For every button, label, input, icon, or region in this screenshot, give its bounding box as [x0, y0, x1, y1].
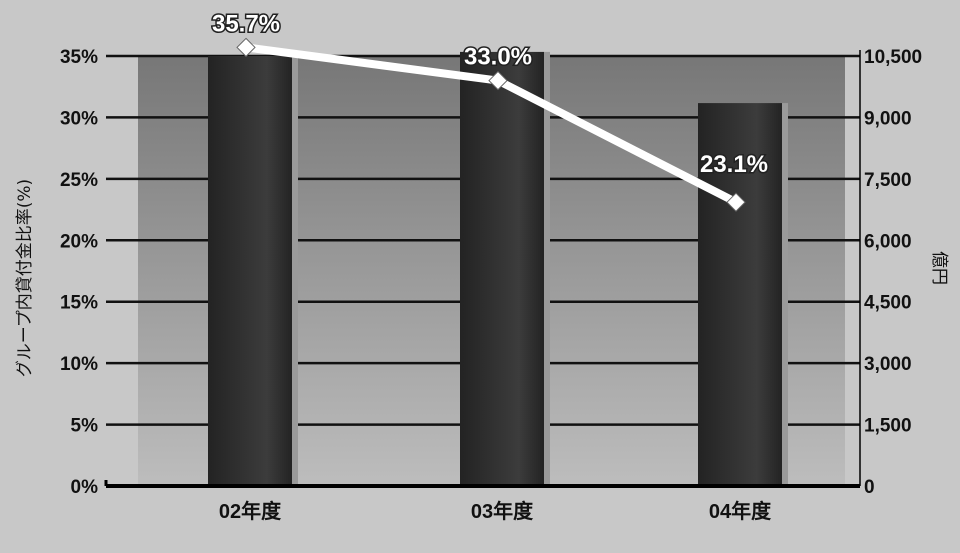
bar-side — [292, 56, 298, 486]
right-tick-label: 7,500 — [864, 170, 912, 191]
left-axis-title: グループ内貸付金比率(%) — [15, 179, 35, 377]
data-label: 35.7% — [212, 10, 280, 37]
right-axis-title: 億円 — [929, 251, 949, 285]
data-label: 23.1% — [700, 151, 768, 178]
line-marker — [488, 70, 508, 91]
right-tick-label: 4,500 — [864, 293, 912, 314]
line-marker — [236, 37, 256, 58]
left-tick-label: 5% — [71, 416, 99, 437]
bar — [208, 56, 292, 486]
right-tick-label: 6,000 — [864, 231, 912, 252]
data-labels: 35.7% 33.0% 23.1% — [210, 9, 769, 180]
left-tick-label: 10% — [60, 354, 98, 375]
category-label: 04年度 — [709, 499, 772, 523]
left-tick-label: 35% — [60, 47, 98, 68]
category-label: 02年度 — [219, 499, 282, 523]
right-tick-label: 1,500 — [864, 416, 912, 437]
bar — [460, 51, 544, 487]
left-tick-label: 25% — [60, 170, 98, 191]
bar-side — [544, 51, 550, 487]
bar-series — [208, 51, 788, 487]
line-series — [236, 37, 746, 212]
axes: 0% 0 5% 1,500 10% 3,000 15% 4,500 20% 6,000 25% 7,5… — [60, 47, 922, 523]
category-label: 03年度 — [471, 499, 534, 523]
left-tick-label: 30% — [60, 108, 98, 129]
left-tick-label: 15% — [60, 293, 98, 314]
right-tick-label: 0 — [864, 477, 875, 498]
bar — [698, 103, 782, 486]
bar-side — [782, 103, 788, 486]
right-tick-label: 3,000 — [864, 354, 912, 375]
right-tick-label: 10,500 — [864, 47, 922, 68]
left-tick-label: 0% — [71, 477, 99, 498]
data-label: 33.0% — [464, 44, 532, 71]
right-tick-label: 9,000 — [864, 108, 912, 129]
line-marker — [726, 192, 746, 212]
left-tick-label: 20% — [60, 231, 98, 252]
